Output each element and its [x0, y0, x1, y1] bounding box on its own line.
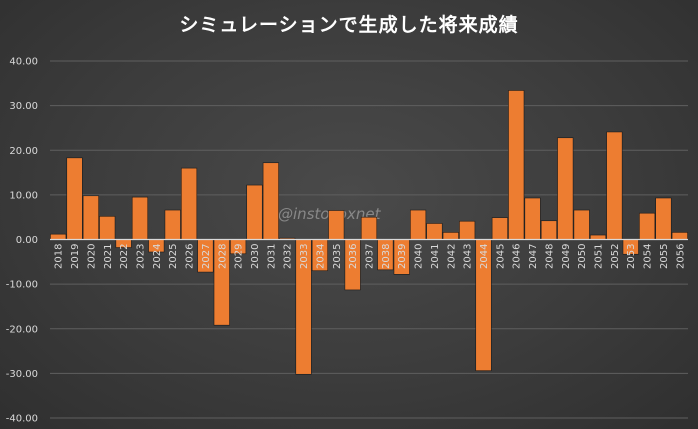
x-tick-label: 2045 — [495, 244, 506, 269]
x-tick-label: 2040 — [414, 244, 425, 269]
x-tick-label: 2046 — [512, 244, 523, 269]
x-tick-label: 2050 — [577, 244, 588, 269]
x-tick-label: 2048 — [544, 244, 555, 269]
y-tick-label: -20.00 — [6, 324, 38, 335]
x-tick-label: 2052 — [610, 244, 621, 269]
y-tick-label: -30.00 — [6, 369, 38, 380]
bar-2021 — [99, 215, 116, 240]
bar-2040 — [410, 209, 427, 240]
bar-2049 — [557, 137, 574, 240]
bar-2043 — [459, 220, 476, 240]
chart-title: シミュレーションで生成した将来成績 — [179, 14, 519, 36]
bar-2020 — [82, 195, 99, 240]
bar-2023 — [131, 196, 149, 240]
bar-2018 — [50, 233, 67, 240]
bar-2045 — [491, 217, 508, 240]
bar-2052 — [606, 131, 623, 240]
x-tick-label: 2030 — [250, 244, 261, 269]
x-tick-label: 2047 — [528, 244, 539, 269]
x-tick-label: 2018 — [54, 244, 65, 269]
x-tick-label: 2027 — [201, 244, 212, 269]
bar-2041 — [426, 223, 443, 240]
bar-2050 — [573, 209, 590, 240]
x-tick-label: 2024 — [152, 244, 163, 269]
x-tick-label: 2039 — [397, 244, 408, 269]
y-tick-label: 0.00 — [16, 235, 38, 246]
x-tick-label: 2033 — [299, 244, 310, 269]
y-tick-label: -10.00 — [6, 280, 38, 291]
x-tick-label: 2054 — [643, 244, 654, 269]
x-tick-label: 2032 — [283, 244, 294, 269]
bar-2055 — [655, 197, 672, 240]
bar-2047 — [524, 197, 541, 240]
bar-2048 — [540, 220, 558, 240]
x-tick-label: 2031 — [266, 244, 277, 269]
bar-2019 — [66, 157, 83, 240]
x-tick-label: 2041 — [430, 244, 441, 269]
x-tick-label: 2037 — [365, 244, 376, 269]
bar-2042 — [442, 232, 459, 240]
x-tick-label: 2026 — [185, 244, 196, 269]
x-tick-label: 2038 — [381, 244, 392, 269]
x-tick-label: 2053 — [626, 244, 637, 269]
y-tick-label: 10.00 — [9, 190, 38, 201]
x-tick-label: 2019 — [70, 244, 81, 269]
y-tick-label: 40.00 — [9, 57, 38, 68]
x-tick-label: 2049 — [561, 244, 572, 269]
x-tick-label: 2021 — [103, 244, 114, 269]
bar-2030 — [246, 184, 263, 240]
x-tick-label: 2029 — [234, 244, 245, 269]
x-tick-label: 2028 — [217, 244, 228, 269]
x-tick-label: 2055 — [659, 244, 670, 269]
x-tick-label: 2023 — [135, 244, 146, 269]
bar-2031 — [262, 162, 279, 240]
bar-2056 — [671, 232, 688, 240]
bar-2025 — [164, 209, 181, 240]
x-tick-label: 2036 — [348, 244, 359, 269]
bar-2046 — [508, 90, 525, 240]
x-tick-label: 2044 — [479, 244, 490, 269]
x-tick-label: 2056 — [675, 244, 686, 269]
x-tick-label: 2035 — [332, 244, 343, 269]
x-tick-label: 2043 — [463, 244, 474, 269]
y-tick-label: -40.00 — [6, 414, 38, 425]
y-tick-label: 20.00 — [9, 146, 38, 157]
bar-2035 — [328, 210, 345, 240]
x-tick-label: 2051 — [594, 244, 605, 269]
bar-2054 — [639, 212, 656, 240]
x-tick-label: 2020 — [86, 244, 97, 269]
y-tick-label: 30.00 — [9, 101, 38, 112]
x-tick-label: 2042 — [446, 244, 457, 269]
x-tick-label: 2022 — [119, 244, 130, 269]
x-tick-label: 2025 — [168, 244, 179, 269]
x-tick-label: 2034 — [315, 244, 326, 269]
bar-2026 — [180, 167, 198, 240]
bar-2037 — [360, 216, 378, 240]
bar-2051 — [589, 234, 607, 240]
